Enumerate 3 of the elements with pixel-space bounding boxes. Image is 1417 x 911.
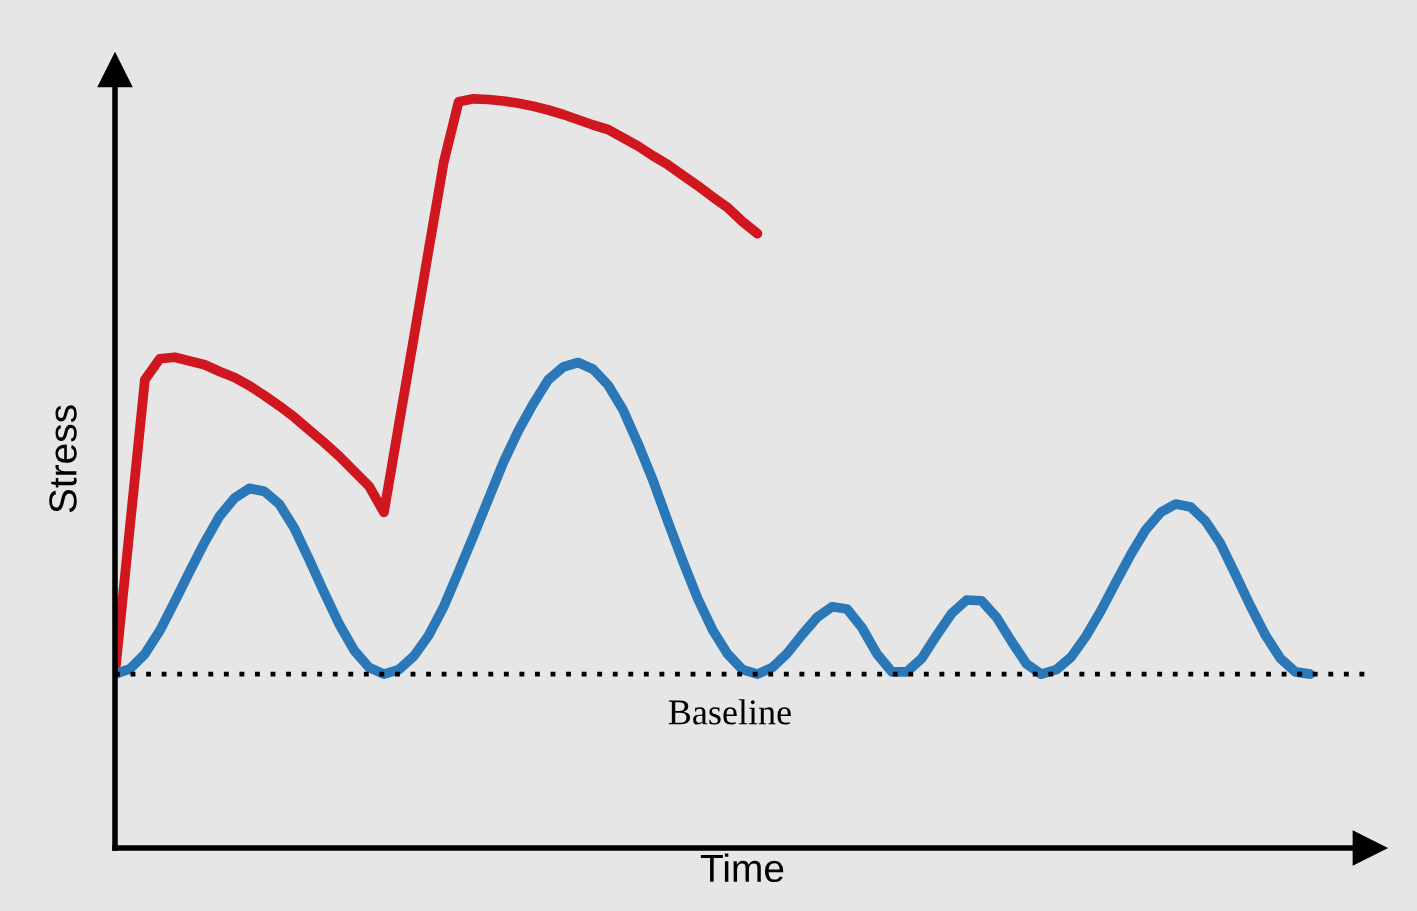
y-axis-title: Stress <box>49 405 77 513</box>
ref-line-label: Baseline <box>668 699 791 725</box>
x-axis-title: Time <box>700 853 784 883</box>
